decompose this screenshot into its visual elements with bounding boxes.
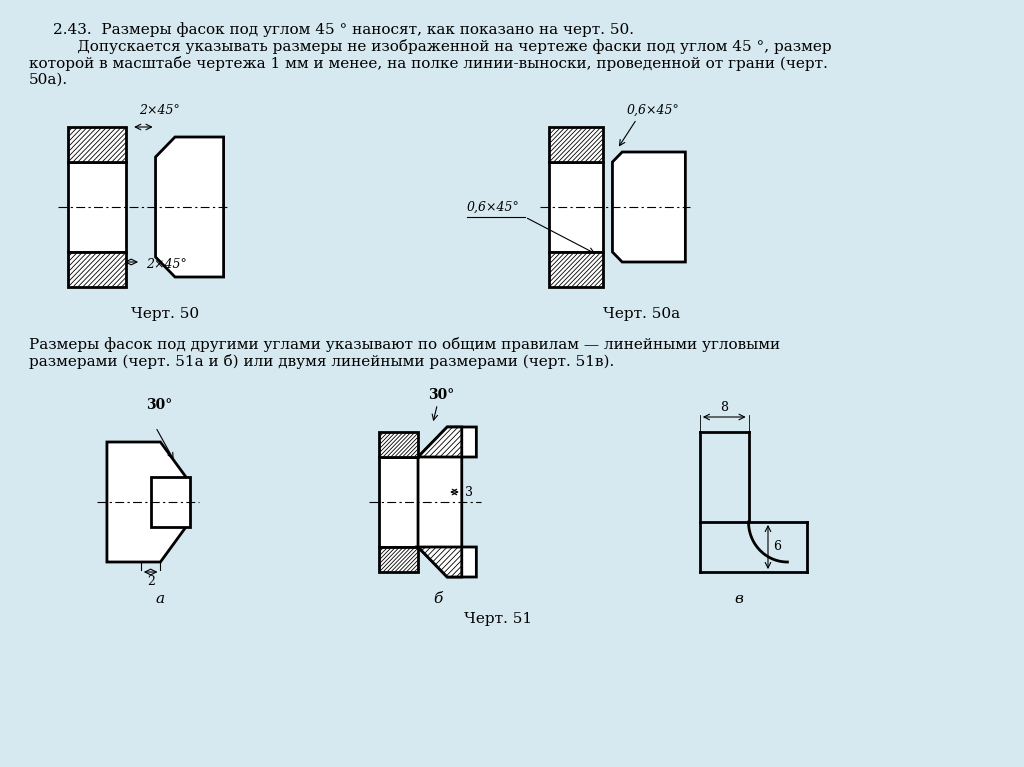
Polygon shape [379, 547, 418, 572]
Text: Допускается указывать размеры не изображенной на чертеже фаски под углом 45 °, р: Допускается указывать размеры не изображ… [53, 39, 833, 54]
Polygon shape [68, 127, 126, 162]
Text: 30°: 30° [428, 388, 454, 402]
Bar [68, 162, 126, 252]
Text: 0,6×45°: 0,6×45° [467, 201, 519, 214]
Polygon shape [106, 442, 189, 562]
Text: 0,6×45°: 0,6×45° [627, 104, 680, 117]
Text: Черт. 51: Черт. 51 [464, 612, 531, 626]
Text: 2: 2 [146, 575, 155, 588]
Text: 50а).: 50а). [29, 73, 69, 87]
Text: б: б [433, 592, 442, 606]
Text: а: а [156, 592, 165, 606]
Text: 2.43.  Размеры фасок под углом 45 ° наносят, как показано на черт. 50.: 2.43. Размеры фасок под углом 45 ° нанос… [53, 22, 635, 37]
Bar [549, 162, 603, 252]
Bar [151, 477, 189, 527]
Text: 30°: 30° [145, 398, 172, 412]
Polygon shape [549, 252, 603, 287]
Polygon shape [612, 152, 685, 262]
Text: 3: 3 [465, 486, 473, 499]
Polygon shape [156, 137, 223, 277]
Bar [379, 457, 418, 547]
Text: которой в масштабе чертежа 1 мм и менее, на полке линии-выноски, проведенной от : которой в масштабе чертежа 1 мм и менее,… [29, 56, 828, 71]
Text: Размеры фасок под другими углами указывают по общим правилам — линейными угловым: Размеры фасок под другими углами указыва… [29, 337, 780, 352]
Text: 2×45°: 2×45° [139, 104, 180, 117]
Text: размерами (черт. 51а и б) или двумя линейными размерами (черт. 51в).: размерами (черт. 51а и б) или двумя лине… [29, 354, 614, 369]
Polygon shape [379, 432, 418, 457]
Polygon shape [418, 427, 476, 577]
Text: Черт. 50: Черт. 50 [131, 307, 200, 321]
Polygon shape [418, 427, 462, 457]
Polygon shape [68, 252, 126, 287]
Polygon shape [549, 127, 603, 162]
Polygon shape [418, 547, 462, 577]
Text: Черт. 50а: Черт. 50а [603, 307, 680, 321]
Text: 8: 8 [720, 401, 728, 414]
Text: 6: 6 [773, 541, 781, 554]
Text: 2×45°: 2×45° [145, 258, 186, 272]
Text: в: в [734, 592, 743, 606]
